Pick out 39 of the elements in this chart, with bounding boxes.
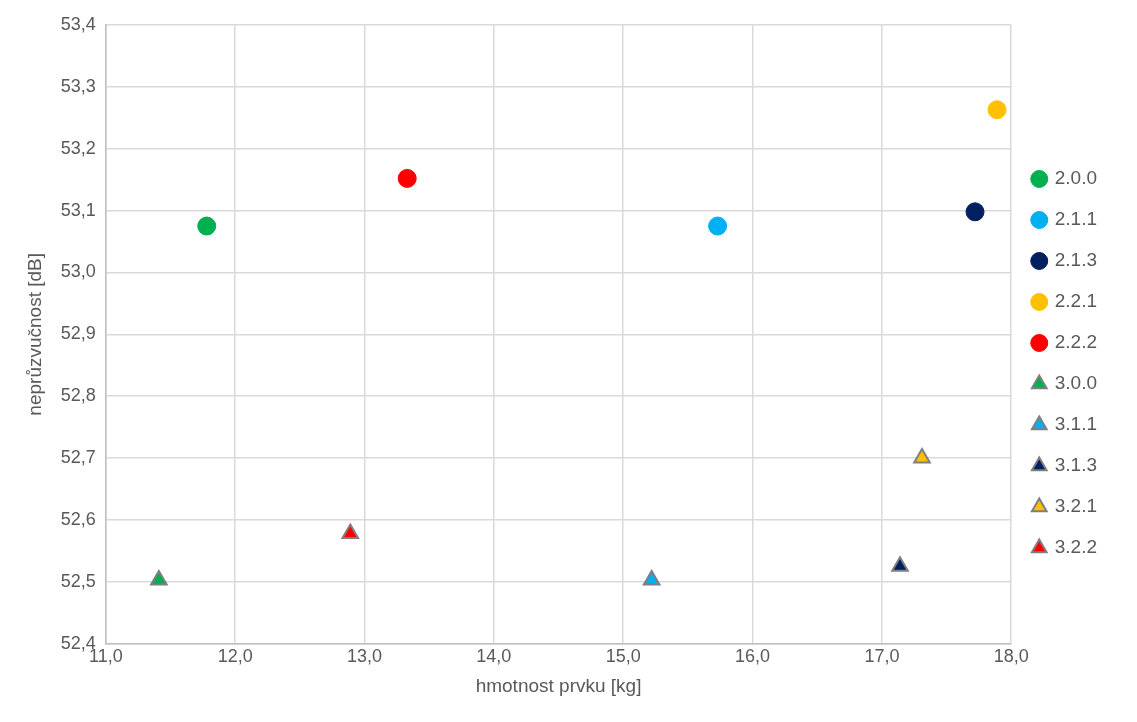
legend-label: 3.2.2 [1054,536,1098,558]
point [341,523,360,539]
x-tick-label: 14,0 [476,646,512,667]
x-tick-label: 12,0 [217,646,253,667]
x-tick-label: 13,0 [347,646,383,667]
x-axis-title: hmotnost prvku [kg] [475,674,642,696]
legend-label: 3.2.1 [1054,495,1098,517]
y-tick-label: 52,9 [60,323,96,344]
point [708,216,728,236]
legend-label: 2.1.1 [1054,208,1098,230]
legend-label: 2.2.1 [1054,290,1098,312]
y-tick-label: 52,7 [60,446,96,467]
x-tick-label: 16,0 [735,646,771,667]
y-axis-title: neprůzvučnost [dB] [23,252,45,416]
legend-label: 2.0.0 [1054,167,1098,189]
y-tick-label: 53,3 [60,75,96,96]
y-tick-label: 53,2 [60,137,96,158]
y-tick-label: 53,1 [60,199,96,220]
point [150,569,168,586]
legend-label: 2.1.3 [1054,249,1098,271]
point [397,168,417,188]
point [987,100,1007,120]
legend-label: 2.2.2 [1054,331,1098,353]
x-tick-label: 17,0 [864,646,900,667]
point [197,216,217,236]
y-tick-label: 52,8 [60,385,96,406]
x-tick-label: 18,0 [993,646,1029,667]
y-tick-label: 53,4 [60,13,96,34]
legend-label: 3.1.3 [1054,454,1098,476]
x-tick-label: 15,0 [605,646,641,667]
point [642,569,661,586]
y-tick-label: 52,5 [60,570,96,591]
y-tick-label: 52,6 [60,508,96,529]
legend-label: 3.0.0 [1054,372,1098,394]
point [913,448,931,464]
point [965,202,985,222]
y-tick-label: 53,0 [60,261,96,282]
point [891,556,909,572]
legend-label: 3.1.1 [1054,413,1098,435]
